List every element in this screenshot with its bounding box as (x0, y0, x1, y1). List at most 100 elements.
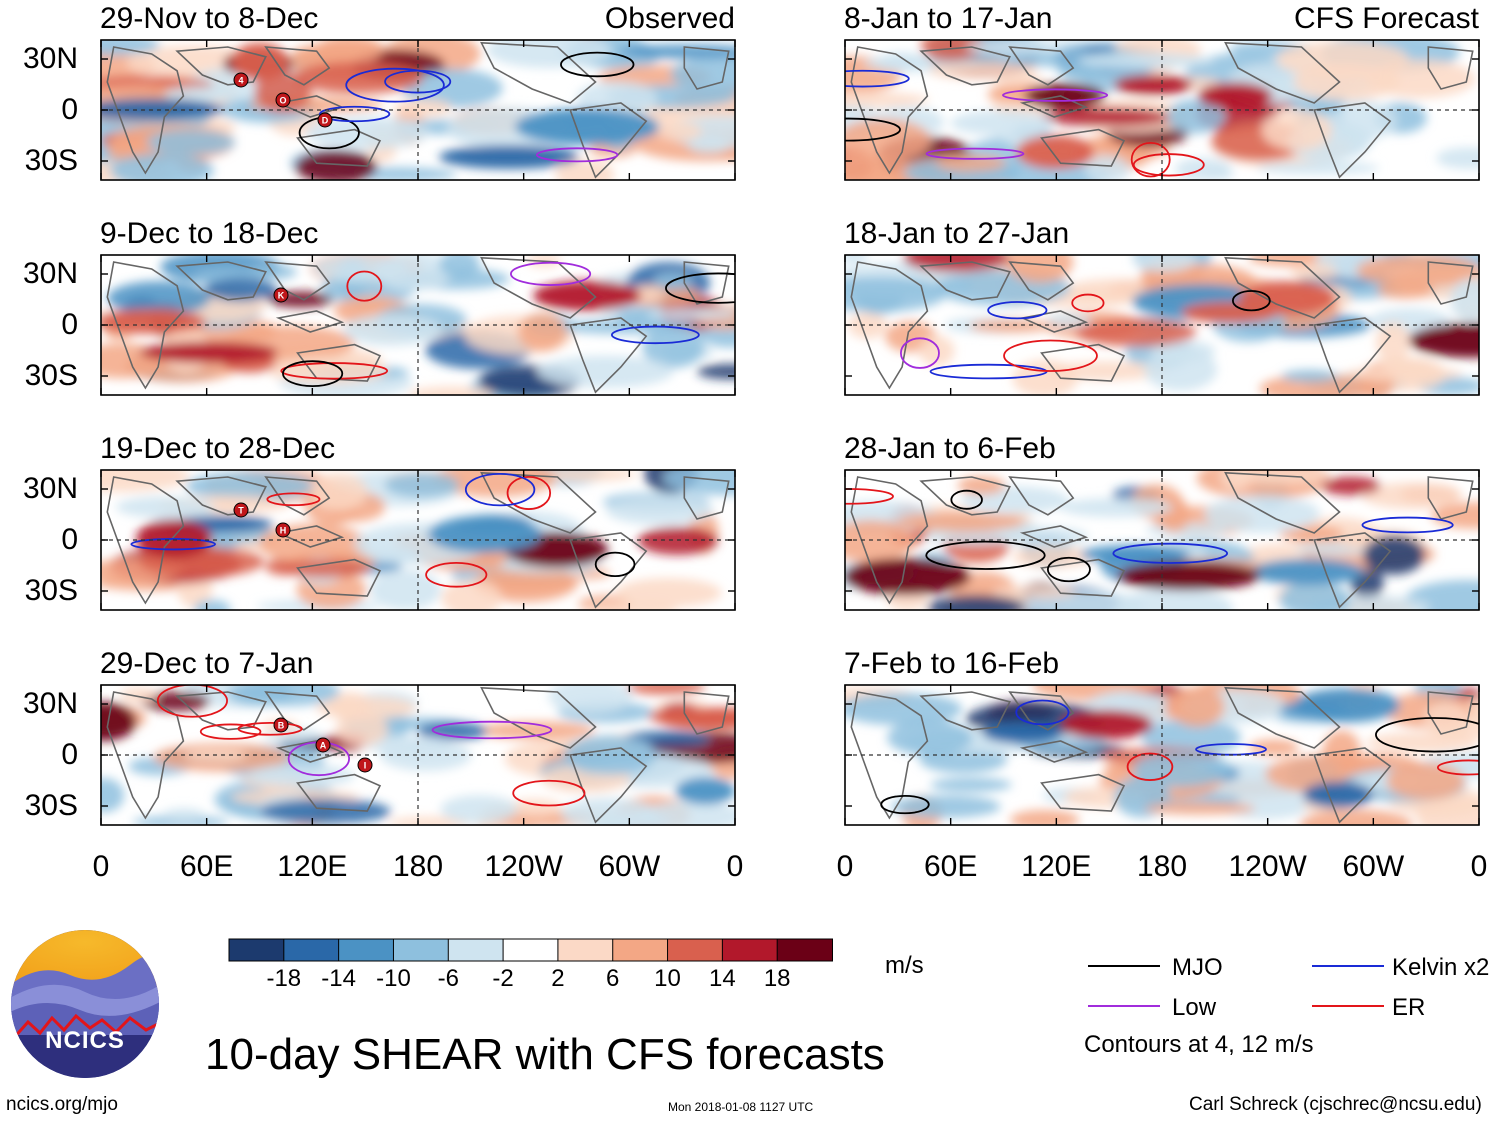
legend-label-kelvin: Kelvin x2 (1392, 954, 1490, 981)
colorbar-tick: -18 (266, 965, 302, 992)
colorbar-swatch (776, 938, 834, 962)
map-panel: TH (100, 469, 736, 611)
lon-label: 120E (1021, 850, 1092, 883)
lon-label: 180 (1136, 850, 1188, 883)
colorbar-swatch (447, 938, 505, 962)
storm-marker (233, 72, 249, 88)
lat-label: 30N (22, 42, 78, 75)
legend-label-mjo: MJO (1172, 954, 1223, 981)
lon-label: 120E (277, 850, 348, 883)
storm-marker-label: O (279, 96, 286, 106)
storm-marker (275, 522, 291, 538)
colorbar-swatch (667, 938, 724, 962)
colorbar-swatch (557, 938, 614, 962)
lon-label: 0 (836, 850, 854, 883)
lon-label: 120W (484, 850, 563, 883)
colorbar-tick: 10 (654, 965, 681, 992)
panel-title: 7-Feb to 16-Feb (844, 647, 1060, 680)
colorbar-swatch (721, 938, 779, 962)
lat-label: 0 (61, 738, 78, 771)
ncics-logo (11, 930, 159, 1078)
lat-label: 30N (22, 472, 78, 505)
logo-text: NCICS (45, 1027, 125, 1054)
panel-title: 28-Jan to 6-Feb (844, 432, 1056, 465)
lat-label: 30S (24, 144, 78, 177)
storm-marker-label: B (278, 721, 285, 731)
storm-marker-label: H (280, 526, 287, 536)
map-panel: 4 O D (100, 39, 736, 181)
storm-marker (273, 717, 289, 733)
map-panel (844, 39, 1480, 181)
storm-marker (273, 287, 289, 303)
page-title: 10-day SHEAR with CFS forecasts (205, 1030, 885, 1079)
lon-label: 120W (1228, 850, 1307, 883)
timestamp: Mon 2018-01-08 1127 UTC (668, 1100, 814, 1114)
map-panel (844, 469, 1480, 611)
lat-label: 30S (24, 789, 78, 822)
colorbar-tick: -6 (437, 965, 459, 992)
coastlines (850, 41, 1474, 179)
colorbar-tick: 2 (551, 965, 565, 992)
shear-field (845, 255, 1479, 395)
units-label: m/s (885, 952, 924, 979)
coastlines (850, 471, 1474, 609)
coastlines (850, 256, 1474, 394)
colorbar-swatch (392, 938, 450, 962)
lat-label: 0 (61, 308, 78, 341)
map-panel (844, 254, 1480, 396)
panel-title: 18-Jan to 27-Jan (844, 217, 1070, 250)
lon-label: 60W (1342, 850, 1405, 883)
column-label-forecast: CFS Forecast (1293, 2, 1479, 35)
lon-label: 60E (923, 850, 978, 883)
colorbar-tick: 14 (709, 965, 736, 992)
storm-marker-label: D (322, 116, 329, 126)
colorbar-tick: -14 (321, 965, 356, 992)
coastlines (106, 256, 730, 394)
lon-label: 60E (179, 850, 234, 883)
storm-marker-label: I (364, 761, 367, 771)
lat-label: 30N (22, 687, 78, 720)
lon-label: 0 (92, 850, 110, 883)
site-link[interactable]: ncics.org/mjo (6, 1094, 118, 1115)
storm-marker-label: 4 (238, 76, 243, 86)
legend-label-er: ER (1392, 994, 1426, 1021)
map-panel: K (100, 254, 736, 396)
storm-marker-label: A (320, 741, 327, 751)
map-panel (844, 684, 1480, 826)
lat-label: 30N (22, 257, 78, 290)
colorbar-swatch (612, 938, 669, 962)
storm-marker (275, 92, 291, 108)
shear-field (845, 685, 1479, 825)
panel-title: 29-Nov to 8-Dec (100, 2, 319, 35)
lat-label: 0 (61, 523, 78, 556)
panel-title: 29-Dec to 7-Jan (100, 647, 314, 680)
map-panel: B A I (100, 684, 736, 826)
colorbar-tick: -2 (492, 965, 514, 992)
colorbar-tick: 18 (763, 965, 791, 992)
colorbar-swatch (283, 938, 340, 962)
storm-marker-label: K (278, 291, 285, 301)
lat-label: 30S (24, 359, 78, 392)
contour-note: Contours at 4, 12 m/s (1084, 1031, 1314, 1058)
column-label-observed: Observed (604, 2, 735, 35)
lat-label: 30S (24, 574, 78, 607)
storm-marker (357, 757, 373, 773)
storm-marker-label: T (238, 506, 244, 516)
lon-label: 0 (726, 850, 744, 883)
storm-marker (317, 112, 333, 128)
storm-marker (233, 502, 249, 518)
lon-label: 0 (1470, 850, 1488, 883)
colorbar-tick: 6 (606, 965, 620, 992)
storm-marker (315, 737, 331, 753)
lat-label: 0 (61, 93, 78, 126)
shear-field (845, 470, 1479, 610)
colorbar-tick: -10 (376, 965, 411, 992)
panel-title: 8-Jan to 17-Jan (844, 2, 1053, 35)
credit: Carl Schreck (cjschrec@ncsu.edu) (1189, 1094, 1482, 1115)
colorbar-swatch (228, 938, 285, 962)
panel-title: 9-Dec to 18-Dec (100, 217, 319, 250)
panel-title: 19-Dec to 28-Dec (100, 432, 336, 465)
colorbar-swatch (338, 938, 395, 962)
shear-field (101, 685, 735, 825)
